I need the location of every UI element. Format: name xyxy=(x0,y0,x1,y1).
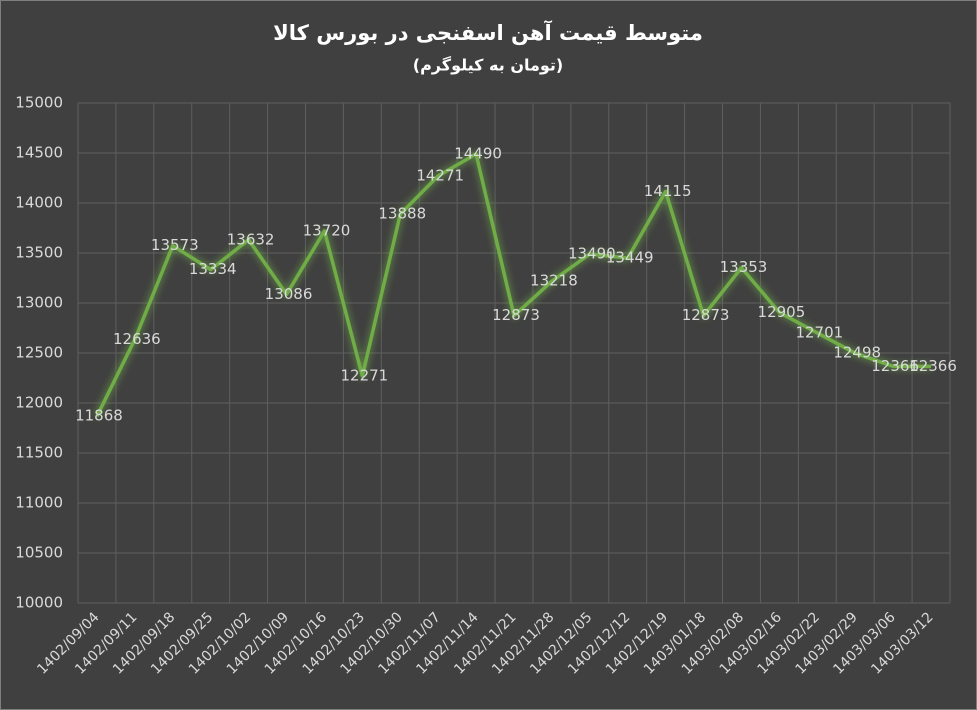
data-label: 13086 xyxy=(265,285,313,303)
data-label: 12873 xyxy=(492,306,540,324)
data-label: 12873 xyxy=(682,306,730,324)
data-label: 13490 xyxy=(568,245,616,263)
chart-subtitle: (تومان به کیلوگرم) xyxy=(413,56,563,75)
y-tick-label: 14000 xyxy=(15,194,63,212)
data-label: 12366 xyxy=(909,357,957,375)
data-label: 13218 xyxy=(530,272,578,290)
data-label: 12271 xyxy=(340,366,388,384)
y-tick-label: 10500 xyxy=(15,544,63,562)
data-label: 13449 xyxy=(606,249,654,267)
data-label: 13632 xyxy=(227,230,275,248)
data-label: 14115 xyxy=(644,182,692,200)
data-label: 11868 xyxy=(75,407,123,425)
data-label: 12905 xyxy=(758,303,806,321)
y-tick-label: 12500 xyxy=(15,344,63,362)
data-label: 12636 xyxy=(113,330,161,348)
y-tick-label: 13000 xyxy=(15,294,63,312)
data-label: 12498 xyxy=(833,344,881,362)
data-label: 13888 xyxy=(378,205,426,223)
line-series xyxy=(95,152,932,417)
data-label: 13573 xyxy=(151,236,199,254)
data-label: 12366 xyxy=(871,357,919,375)
y-tick-label: 12000 xyxy=(15,394,63,412)
data-label: 14490 xyxy=(454,145,502,163)
y-tick-label: 13500 xyxy=(15,244,63,262)
y-tick-label: 14500 xyxy=(15,144,63,162)
y-tick-label: 10000 xyxy=(15,594,63,612)
chart-title: متوسط قیمت آهن اسفنجی در بورس کالا xyxy=(273,20,703,45)
y-tick-label: 15000 xyxy=(15,94,63,112)
data-label: 13353 xyxy=(720,258,768,276)
y-tick-label: 11500 xyxy=(15,444,63,462)
data-label: 14271 xyxy=(416,166,464,184)
y-tick-label: 11000 xyxy=(15,494,63,512)
data-label: 13334 xyxy=(189,260,237,278)
data-label: 12701 xyxy=(795,323,843,341)
data-label: 13720 xyxy=(303,222,351,240)
